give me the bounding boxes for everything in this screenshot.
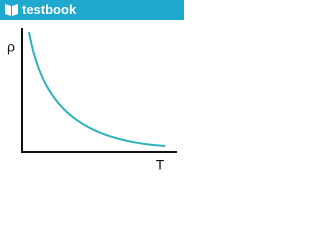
curve [28, 31, 166, 147]
brand-logo [5, 4, 18, 16]
header-bar [0, 0, 184, 20]
y-axis-label: ρ [7, 39, 15, 55]
brand-name: testbook [22, 2, 77, 17]
x-axis-label: T [156, 157, 165, 173]
page: {"header": {"brand": "testbook"}, "diagr… [0, 0, 184, 178]
screenshot: testbook ρ T [0, 0, 184, 173]
